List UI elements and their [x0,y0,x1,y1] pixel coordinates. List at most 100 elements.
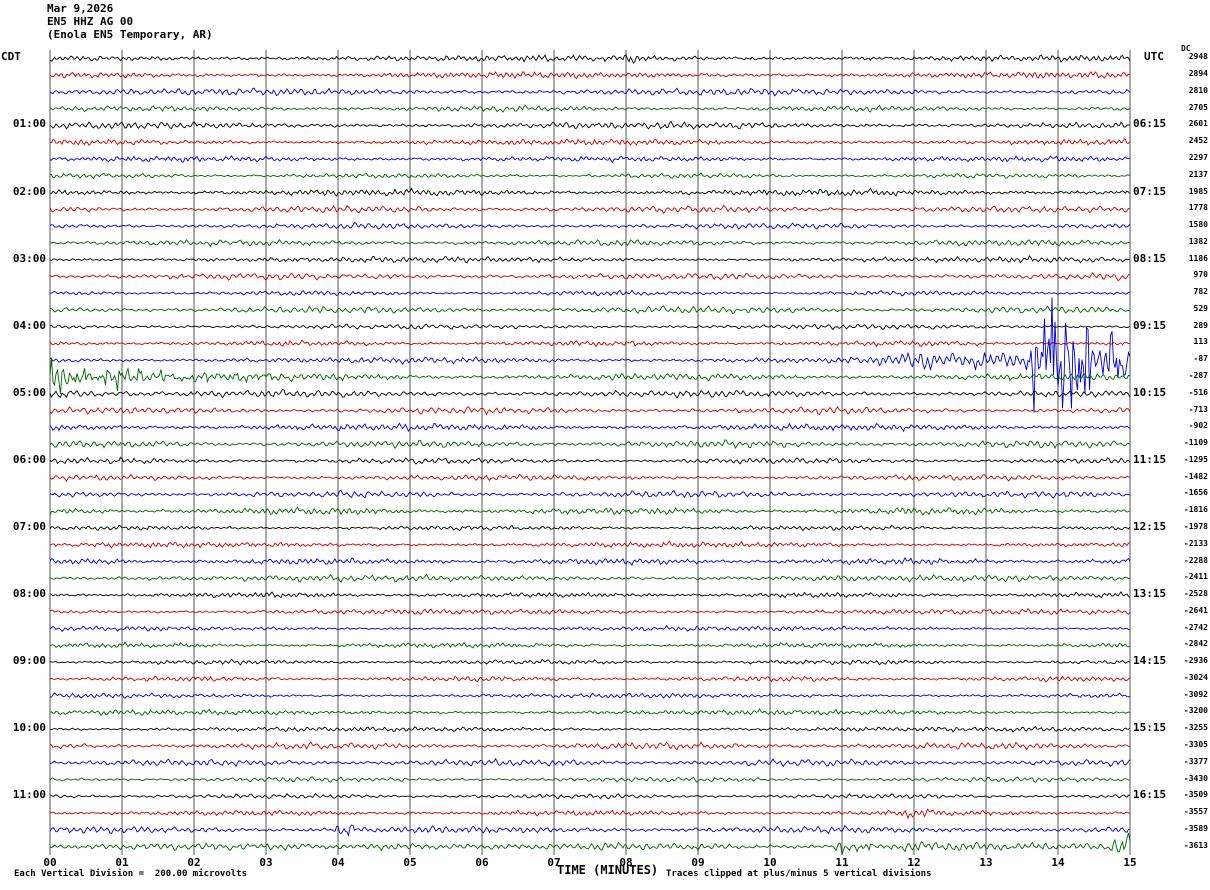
hour-label-left: 03:00 [12,251,46,265]
dc-value: -3557 [1183,807,1208,817]
dc-value: -3305 [1183,739,1208,749]
seismo-trace-17 [49,339,1131,348]
seismo-trace-16 [49,323,1131,331]
seismo-trace-37 [49,675,1131,683]
hour-label-right: 06:15 [1133,117,1167,131]
header-location: (Enola EN5 Temporary, AR) [47,28,213,41]
seismo-trace-29 [49,540,1131,549]
header-station: EN5 HHZ AG 00 [47,15,134,28]
dc-value: -2936 [1183,656,1208,666]
seismo-trace-6 [49,155,1131,164]
seismo-trace-40 [49,725,1131,733]
seismo-trace-10 [49,222,1131,230]
dc-value: 782 [1193,287,1208,297]
minute-tick-label: 10 [763,856,777,869]
dc-value: 2137 [1188,169,1208,179]
x-axis-title: TIME (MINUTES) [557,863,659,877]
dc-value: -713 [1188,404,1208,414]
seismo-trace-33 [49,608,1131,616]
dc-value: 970 [1193,270,1208,280]
dc-value: 1186 [1188,253,1208,263]
dc-value: -3255 [1183,723,1208,733]
seismo-trace-13 [49,272,1131,282]
dc-value: 2948 [1188,52,1208,62]
hour-label-right: 14:15 [1133,654,1167,668]
seismo-trace-14 [49,289,1131,297]
minute-tick-label: 06 [475,856,489,869]
dc-value: -902 [1188,421,1208,431]
seismo-trace-18 [49,297,1131,413]
seismo-trace-11 [49,238,1131,248]
minute-tick-label: 00 [43,856,57,869]
dc-value: -3377 [1183,756,1208,766]
minute-tick-label: 13 [979,856,993,869]
seismo-trace-39 [49,707,1131,717]
seismo-trace-9 [49,204,1131,214]
dc-value: -2133 [1183,538,1208,548]
seismo-trace-30 [49,556,1131,567]
dc-column-label: DC [1181,44,1191,53]
dc-value: -3024 [1183,672,1208,682]
dc-value: -2288 [1183,555,1208,565]
dc-value: -1109 [1183,438,1208,448]
footer-scale-note: Each Vertical Division = 200.00 microvol… [14,869,247,879]
right-timezone-label: UTC [1144,50,1164,63]
dc-value: -516 [1188,387,1208,397]
dc-value: 529 [1193,303,1208,313]
seismo-trace-8 [49,187,1131,197]
hour-label-right: 07:15 [1133,184,1167,198]
dc-value: 2452 [1188,136,1208,146]
seismo-trace-19 [49,357,1131,395]
seismo-trace-2 [49,87,1131,97]
minute-tick-label: 01 [115,856,129,869]
seismo-trace-47 [50,832,1131,855]
dc-value: 1580 [1188,220,1208,230]
left-timezone-label: CDT [1,50,21,63]
hour-label-left: 08:00 [12,587,46,601]
dc-value: -1482 [1183,471,1208,481]
seismo-trace-24 [49,456,1131,465]
seismo-trace-23 [49,439,1131,450]
dc-value: -2411 [1183,572,1208,582]
seismo-trace-41 [49,741,1131,751]
dc-value: -1816 [1183,505,1208,515]
seismo-trace-20 [49,388,1131,399]
seismo-trace-44 [49,792,1131,800]
header-date: Mar 9,2026 [47,2,114,15]
hour-label-left: 06:00 [12,452,46,466]
seismo-trace-0 [49,54,1131,65]
hour-label-right: 12:15 [1133,519,1167,533]
dc-value: -3430 [1183,773,1208,783]
dc-value: -3589 [1183,823,1208,833]
dc-value: -2641 [1183,605,1208,615]
minute-tick-label: 08 [619,856,633,869]
seismo-trace-32 [49,591,1131,599]
hour-label-left: 09:00 [12,654,46,668]
seismo-trace-22 [49,422,1131,433]
seismo-trace-46 [49,824,1131,837]
dc-value: -3509 [1183,790,1208,800]
minute-tick-label: 14 [1051,856,1065,869]
seismo-trace-35 [49,641,1131,649]
hour-label-right: 15:15 [1133,721,1167,735]
hour-label-left: 05:00 [12,385,46,399]
seismo-trace-15 [49,305,1131,315]
seismo-trace-31 [49,573,1131,584]
seismo-trace-26 [49,489,1131,499]
footer-clip-note: Traces clipped at plus/minus 5 vertical … [666,869,932,879]
dc-value: -3613 [1183,840,1208,850]
minute-tick-label: 11 [835,856,849,869]
dc-value: -2842 [1183,639,1208,649]
dc-value: -3092 [1183,689,1208,699]
seismo-trace-27 [49,506,1131,516]
minute-tick-label: 09 [691,856,705,869]
dc-value: 1382 [1188,236,1208,246]
dc-value: 113 [1193,337,1208,347]
dc-value: -2528 [1183,589,1208,599]
hour-label-left: 11:00 [12,788,46,802]
minute-tick-label: 03 [259,856,273,869]
seismo-trace-36 [49,658,1131,666]
dc-value: 2601 [1188,119,1208,129]
